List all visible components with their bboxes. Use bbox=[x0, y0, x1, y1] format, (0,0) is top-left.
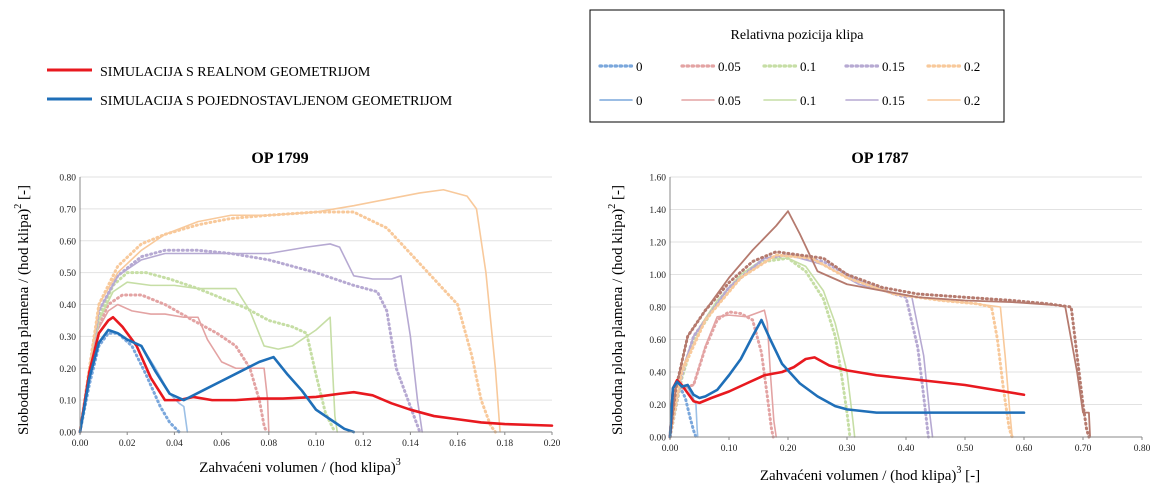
legend-box-dotted-label-1: 0.05 bbox=[718, 59, 741, 74]
chart-op-1787: OP 1787 0.00 0.20 0.40 0.60 0.80 1.00 1.20 1.40… bbox=[607, 150, 1151, 484]
y-tick-label: 1.40 bbox=[649, 206, 666, 216]
y-axis-label: Slobodna ploha plamena / (hod klipa)2 [-… bbox=[13, 185, 32, 435]
x-tick-label: 0.06 bbox=[213, 439, 230, 449]
series-line-solid-7 bbox=[669, 254, 934, 438]
series-line-solid-5 bbox=[669, 257, 856, 438]
y-tick-label: 0.80 bbox=[649, 304, 666, 314]
y-tick-label: 0.80 bbox=[59, 174, 76, 184]
legend-box-dotted-label-0: 0 bbox=[636, 59, 643, 74]
legend-box-dotted-label-2: 0.1 bbox=[800, 59, 816, 74]
chart-op-1799: OP 1799 0.00 0.10 0.20 0.30 0.40 0.50 0.60 0.70… bbox=[13, 150, 561, 476]
series-line-dotted-4 bbox=[78, 271, 337, 434]
legend-box-solid-label-1: 0.05 bbox=[718, 93, 741, 108]
y-tick-label: 1.60 bbox=[649, 174, 666, 184]
x-tick-label: 0.40 bbox=[898, 444, 915, 454]
legend-box-solid-label-0: 0 bbox=[636, 93, 643, 108]
x-tick-label: 0.20 bbox=[544, 439, 561, 449]
y-axis-label-sup: 2 bbox=[607, 204, 618, 209]
series-line-solid-5 bbox=[79, 281, 339, 433]
x-tick-label: 0.60 bbox=[1016, 444, 1033, 454]
y-tick-label: 0.00 bbox=[59, 429, 76, 439]
tick-labels: 0.00 0.10 0.20 0.30 0.40 0.50 0.60 0.70 0.80 0.00… bbox=[59, 174, 560, 450]
legend-label-simplified-geometry: SIMULACIJA S POJEDNOSTAVLJENOM GEOMETRIJ… bbox=[100, 94, 453, 109]
chart-title: OP 1787 bbox=[851, 150, 908, 167]
x-axis-label-suffix: [-] bbox=[961, 468, 980, 484]
series bbox=[668, 210, 1091, 439]
x-axis-label: Zahvaćeni volumen / (hod klipa)3 [-] bbox=[760, 465, 980, 484]
x-tick-label: 0.10 bbox=[721, 444, 738, 454]
legend-box-solid-label-2: 0.1 bbox=[800, 93, 816, 108]
y-tick-label: 0.40 bbox=[649, 369, 666, 379]
y-tick-label: 0.20 bbox=[649, 401, 666, 411]
x-axis-label-sup: 3 bbox=[956, 465, 961, 476]
series-line-solid-12 bbox=[668, 356, 1026, 439]
grid bbox=[80, 176, 552, 401]
series-line-dotted-10 bbox=[668, 250, 1091, 439]
x-tick-label: 0.70 bbox=[1075, 444, 1092, 454]
legend-box-dotted-label-4: 0.2 bbox=[964, 59, 980, 74]
series-line-dotted-6 bbox=[668, 253, 930, 439]
x-tick-label: 0.12 bbox=[355, 439, 372, 449]
y-tick-label: 0.60 bbox=[649, 336, 666, 346]
series-line-solid-9 bbox=[79, 188, 501, 433]
x-tick-label: 0.08 bbox=[260, 439, 277, 449]
y-axis-label-suffix: [-] bbox=[610, 185, 626, 204]
x-tick-label: 0.20 bbox=[780, 444, 797, 454]
y-axis-label: Slobodna ploha plamena / (hod klipa)2 [-… bbox=[607, 185, 626, 435]
series-line-solid-9 bbox=[669, 254, 1013, 438]
y-tick-label: 0.40 bbox=[59, 301, 76, 311]
x-tick-label: 0.14 bbox=[402, 439, 419, 449]
legend-box-title: Relativna pozicija klipa bbox=[731, 28, 865, 43]
axes bbox=[79, 177, 553, 435]
series bbox=[78, 188, 554, 434]
chart-title: OP 1799 bbox=[251, 150, 308, 167]
legend-label-real-geometry: SIMULACIJA S REALNOM GEOMETRIJOM bbox=[100, 65, 371, 80]
x-tick-label: 0.18 bbox=[496, 439, 513, 449]
series-line-dotted-8 bbox=[78, 210, 497, 434]
series-line-solid-13 bbox=[668, 318, 1026, 439]
legend-box-items: 0 0.05 0.1 0.15 0.2 0 0.05 0.1 0.15 0.2 bbox=[598, 59, 980, 108]
x-tick-label: 0.00 bbox=[72, 439, 89, 449]
x-tick-label: 0.04 bbox=[166, 439, 183, 449]
y-axis-label-suffix: [-] bbox=[16, 185, 32, 204]
series-line-solid-7 bbox=[79, 243, 423, 433]
legend-main: SIMULACIJA S REALNOM GEOMETRIJOM SIMULAC… bbox=[47, 65, 453, 109]
x-tick-label: 0.30 bbox=[839, 444, 856, 454]
x-tick-label: 0.10 bbox=[308, 439, 325, 449]
y-tick-label: 0.10 bbox=[59, 397, 76, 407]
series-line-solid-11 bbox=[78, 328, 356, 434]
y-axis-label-sup: 2 bbox=[13, 204, 24, 209]
legend-box-dotted-label-3: 0.15 bbox=[882, 59, 905, 74]
series-line-dotted-2 bbox=[668, 310, 775, 439]
legend-box-solid-label-3: 0.15 bbox=[882, 93, 905, 108]
y-tick-label: 0.20 bbox=[59, 365, 76, 375]
series-line-solid-11 bbox=[669, 210, 1091, 438]
legend-piston-position: Relativna pozicija klipa 0 0.05 0.1 0.15 0.2… bbox=[589, 9, 1005, 123]
x-axis-label-sup: 3 bbox=[396, 457, 401, 468]
axes bbox=[669, 177, 1143, 440]
series-line-solid-3 bbox=[79, 303, 270, 433]
series-line-solid-3 bbox=[669, 309, 777, 438]
x-axis-label: Zahvaćeni volumen / (hod klipa)3 bbox=[199, 457, 401, 476]
series-line-dotted-6 bbox=[78, 248, 422, 434]
x-tick-label: 0.00 bbox=[662, 444, 679, 454]
x-tick-label: 0.16 bbox=[449, 439, 466, 449]
legend-box-solid-label-4: 0.2 bbox=[964, 93, 980, 108]
x-tick-label: 0.50 bbox=[957, 444, 974, 454]
series-line-solid-10 bbox=[78, 315, 554, 434]
y-tick-label: 0.00 bbox=[649, 434, 666, 444]
y-tick-label: 0.50 bbox=[59, 269, 76, 279]
tick-labels: 0.00 0.20 0.40 0.60 0.80 1.00 1.20 1.40 1.60 0.00… bbox=[649, 174, 1150, 455]
y-tick-label: 0.30 bbox=[59, 333, 76, 343]
x-tick-label: 0.02 bbox=[119, 439, 136, 449]
series-line-dotted-2 bbox=[78, 293, 268, 434]
y-tick-label: 1.20 bbox=[649, 239, 666, 249]
y-tick-label: 1.00 bbox=[649, 271, 666, 281]
x-tick-label: 0.80 bbox=[1134, 444, 1151, 454]
y-tick-label: 0.60 bbox=[59, 237, 76, 247]
y-tick-label: 0.70 bbox=[59, 205, 76, 215]
